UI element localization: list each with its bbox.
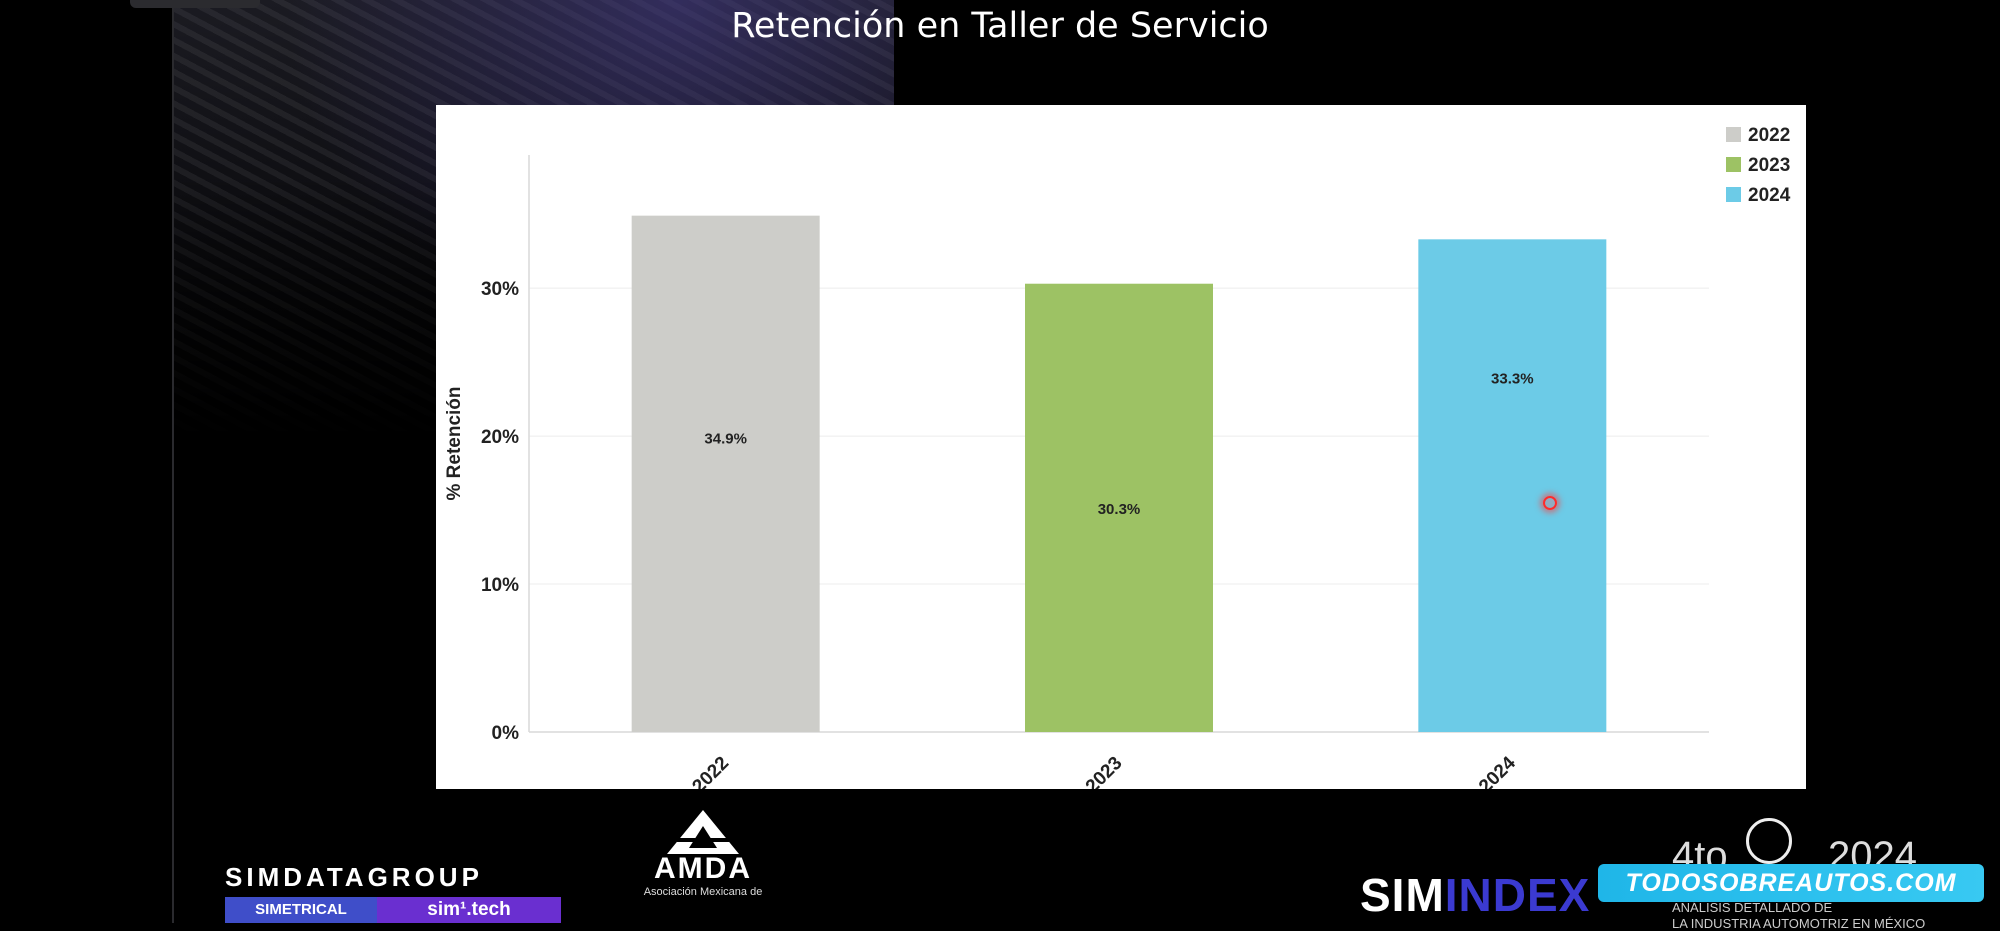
left-black-margin — [0, 0, 172, 923]
legend-swatch-2022 — [1726, 127, 1741, 142]
pointer-highlight-icon — [1543, 496, 1557, 510]
legend-label: 2022 — [1748, 125, 1790, 146]
watermark-badge: TODOSOBREAUTOS.COM — [1598, 864, 1984, 902]
chart-panel: 0% 10% 20% 30% % Retención 34.9% 2022 30.3% 2023… — [436, 105, 1806, 789]
data-label-2022: 34.9% — [704, 431, 747, 448]
bar-2022 — [631, 215, 820, 733]
amda-logo: AMDA Asociación Mexicana de — [608, 808, 798, 923]
slide-title: Retención en Taller de Servicio — [731, 6, 1269, 46]
data-label-2024: 33.3% — [1491, 370, 1534, 387]
simetrical-label: SIMETRICAL — [225, 897, 377, 923]
x-tick-label: 2024 — [1475, 752, 1520, 789]
bar-2024 — [1418, 239, 1607, 733]
edition-subtitle-line1: ANÁLISIS DETALLADO DE — [1672, 900, 1833, 915]
bar-2023 — [1025, 283, 1213, 732]
legend-label: 2023 — [1748, 155, 1790, 176]
legend-swatch-2023 — [1726, 157, 1741, 172]
simindex-part1: SIM — [1360, 869, 1445, 921]
y-tick-label: 20% — [481, 427, 519, 448]
slide-edge-divider — [172, 0, 174, 923]
x-tick-label: 2023 — [1082, 753, 1127, 789]
bar-chart: 0% 10% 20% 30% % Retención 34.9% 2022 30.3% 2023… — [444, 125, 1791, 789]
y-axis-label: % Retención — [444, 386, 465, 500]
y-tick-label: 10% — [481, 575, 519, 596]
simdatagroup-wordmark: SIMDATAGROUP — [225, 862, 483, 892]
edition-subtitle-line2: LA INDUSTRIA AUTOMOTRIZ EN MÉXICO — [1672, 916, 1926, 931]
y-tick-label: 0% — [492, 723, 520, 744]
data-label-2023: 30.3% — [1098, 501, 1141, 518]
y-tick-label: 30% — [481, 279, 519, 300]
amda-mountain-icon — [667, 810, 739, 854]
window-top-tab — [130, 0, 260, 8]
simindex-logo: SIMINDEX — [1360, 868, 1590, 922]
edition-ring-icon — [1746, 818, 1792, 864]
amda-wordmark: AMDA — [654, 852, 752, 885]
amda-subtitle: Asociación Mexicana de — [643, 886, 763, 898]
simindex-part2: INDEX — [1444, 869, 1591, 921]
simdatagroup-subbrands: SIMETRICAL sim¹.tech — [225, 897, 561, 923]
simdatagroup-logo: SIMDATAGROUP SIMETRICAL sim¹.tech — [225, 862, 561, 923]
legend-swatch-2024 — [1726, 187, 1741, 202]
simtech-label: sim¹.tech — [377, 897, 561, 923]
x-tick-label: 2022 — [688, 753, 733, 789]
legend-label: 2024 — [1748, 185, 1791, 206]
